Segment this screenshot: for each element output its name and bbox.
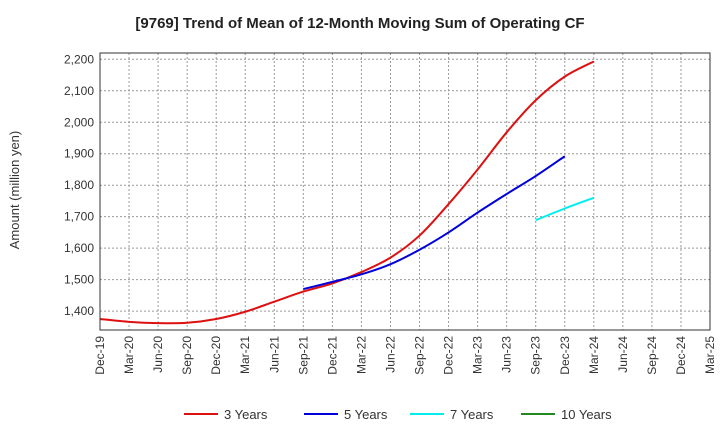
x-tick-label: Dec-19: [93, 336, 107, 375]
series-line-3-years: [99, 60, 595, 325]
legend-label-3-years: 3 Years: [224, 407, 268, 422]
x-tick-label: Dec-21: [325, 336, 339, 375]
x-tick-label: Mar-22: [354, 336, 368, 374]
x-tick-label: Jun-24: [616, 336, 630, 373]
x-tick-labels: Dec-19 Mar-20 Jun-20 Sep-20 Dec-20 Mar-21 Jun-…: [93, 336, 717, 375]
x-tick-label: Dec-23: [558, 336, 572, 375]
x-tick-label: Dec-24: [674, 336, 688, 375]
x-tick-label: Dec-22: [442, 336, 456, 375]
grid-layer: [100, 53, 710, 330]
y-tick-label: 1,700: [64, 210, 94, 224]
y-tick-label: 1,500: [64, 273, 94, 287]
x-tick-label: Jun-21: [267, 336, 281, 373]
x-tick-label: Mar-24: [587, 336, 601, 374]
x-tick-label: Sep-23: [529, 336, 543, 375]
y-tick-label: 1,600: [64, 241, 94, 255]
legend: 3 Years 5 Years 7 Years 10 Years: [184, 407, 612, 422]
y-tick-label: 1,400: [64, 304, 94, 318]
x-tick-label: Sep-20: [180, 336, 194, 375]
x-tick-label: Mar-21: [238, 336, 252, 374]
x-tick-label: Jun-20: [151, 336, 165, 373]
y-tick-label: 2,200: [64, 52, 94, 66]
series-line-7-years: [535, 196, 595, 222]
y-tick-label: 1,900: [64, 147, 94, 161]
y-tick-label: 2,000: [64, 115, 94, 129]
y-tick-labels: 1,400 1,500 1,600 1,700 1,800 1,900 2,000 2,100…: [64, 52, 94, 318]
y-tick-label: 1,800: [64, 178, 94, 192]
x-tick-label: Sep-22: [413, 336, 427, 375]
legend-label-5-years: 5 Years: [344, 407, 388, 422]
x-tick-label: Jun-23: [500, 336, 514, 373]
x-tick-label: Mar-25: [703, 336, 717, 374]
y-axis-label: Amount (million yen): [7, 131, 22, 250]
y-tick-label: 2,100: [64, 84, 94, 98]
x-tick-label: Sep-24: [645, 336, 659, 375]
chart-title: [9769] Trend of Mean of 12-Month Moving …: [135, 15, 584, 32]
x-tick-label: Mar-23: [471, 336, 485, 374]
plot-frame: [99, 52, 711, 331]
x-tick-label: Jun-22: [383, 336, 397, 373]
x-tick-label: Mar-20: [122, 336, 136, 374]
x-tick-label: Dec-20: [209, 336, 223, 375]
legend-label-10-years: 10 Years: [561, 407, 612, 422]
series-line-5-years: [303, 155, 566, 291]
legend-label-7-years: 7 Years: [450, 407, 494, 422]
x-tick-label: Sep-21: [296, 336, 310, 375]
series-layer: [99, 60, 595, 325]
